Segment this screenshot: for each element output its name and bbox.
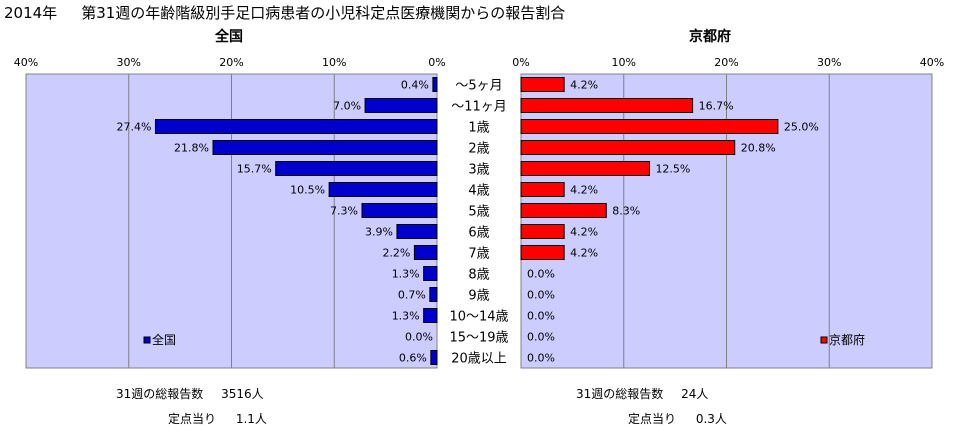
kyoto-tick-label: 30% <box>817 56 841 69</box>
national-data-label: 21.8% <box>174 142 209 155</box>
kyoto-data-label: 4.2% <box>570 226 598 239</box>
national-data-label: 7.0% <box>333 100 361 113</box>
national-total-label: 31週の総報告数 <box>116 387 204 401</box>
kyoto-data-label: 0.0% <box>527 352 555 365</box>
kyoto-total: 31週の総報告数 24人 <box>576 385 708 402</box>
kyoto-bar <box>520 161 650 176</box>
national-data-label: 7.3% <box>330 205 358 218</box>
kyoto-subtitle: 京都府 <box>689 29 731 45</box>
year-label: 2014年 <box>4 4 58 22</box>
kyoto-data-label: 12.5% <box>655 163 690 176</box>
national-tick-label: 20% <box>219 56 243 69</box>
category-label: 5歳 <box>468 205 489 220</box>
kyoto-per: 定点当り 0.3人 <box>628 410 727 427</box>
kyoto-legend-label: 京都府 <box>829 332 865 347</box>
national-legend-label: 全国 <box>152 332 176 347</box>
national-data-label: 10.5% <box>290 184 325 197</box>
kyoto-data-label: 16.7% <box>699 100 734 113</box>
kyoto-tick-label: 40% <box>920 56 944 69</box>
category-label: 6歳 <box>468 226 489 241</box>
kyoto-data-label: 0.0% <box>527 289 555 302</box>
national-bar <box>275 161 438 176</box>
kyoto-total-value: 24人 <box>681 387 709 401</box>
category-label: 15〜19歳 <box>449 331 508 346</box>
national-bar <box>430 350 438 365</box>
national-data-label: 0.7% <box>398 289 426 302</box>
national-plot: 40% 30% 20% 10% 0% 0.4% 7.0% 27.4% 21.8% 15.7% 10.… <box>14 56 446 369</box>
national-data-label: 2.2% <box>382 247 410 260</box>
kyoto-tick-label: 0% <box>512 56 529 69</box>
national-bar <box>423 266 438 281</box>
national-data-label: 15.7% <box>237 163 272 176</box>
national-tick-label: 10% <box>322 56 346 69</box>
chart-title: 2014年 第31週の年齢階級別手足口病患者の小児科定点医療機関からの報告割合 <box>4 2 565 23</box>
national-bar <box>361 203 438 218</box>
national-bar <box>212 140 438 155</box>
category-label: 〜5ヶ月 <box>455 79 502 94</box>
national-data-label: 0.0% <box>405 331 433 344</box>
national-tick-label: 0% <box>428 56 445 69</box>
category-label: 7歳 <box>468 247 489 262</box>
national-bar <box>364 98 438 113</box>
kyoto-bar <box>520 182 565 197</box>
national-per: 定点当り 1.1人 <box>168 410 267 427</box>
category-label: 3歳 <box>468 163 489 178</box>
kyoto-tick-label: 10% <box>612 56 636 69</box>
kyoto-bar <box>520 224 565 239</box>
category-label: 2歳 <box>468 142 489 157</box>
kyoto-bar <box>520 203 607 218</box>
national-bar <box>423 308 438 323</box>
kyoto-per-label: 定点当り <box>628 412 677 426</box>
national-total: 31週の総報告数 3516人 <box>116 385 264 402</box>
category-label: 20歳以上 <box>451 352 507 367</box>
national-bar <box>154 119 438 134</box>
category-label: 8歳 <box>468 268 489 283</box>
kyoto-data-label: 4.2% <box>570 79 598 92</box>
national-subtitle: 全国 <box>215 29 243 45</box>
national-data-label: 3.9% <box>365 226 393 239</box>
kyoto-bar <box>520 119 779 134</box>
kyoto-data-label: 0.0% <box>527 268 555 281</box>
national-per-label: 定点当り <box>168 412 217 426</box>
national-data-label: 0.4% <box>401 79 429 92</box>
kyoto-data-label: 4.2% <box>570 247 598 260</box>
national-bar <box>432 77 438 92</box>
national-bar <box>429 287 438 302</box>
kyoto-bar <box>520 98 694 113</box>
category-label: 4歳 <box>468 184 489 199</box>
kyoto-legend-swatch <box>820 336 828 344</box>
category-label: 9歳 <box>468 289 489 304</box>
national-data-label: 27.4% <box>117 121 152 134</box>
kyoto-plot: 0% 10% 20% 30% 40% 4.2% 16.7% 25.0% 20.8% 12.5% 4.… <box>512 56 944 369</box>
kyoto-data-label: 0.0% <box>527 310 555 323</box>
national-tick-label: 40% <box>14 56 38 69</box>
national-total-value: 3516人 <box>221 387 264 401</box>
national-bar <box>413 245 438 260</box>
national-data-label: 0.6% <box>399 352 427 365</box>
kyoto-tick-label: 20% <box>714 56 738 69</box>
national-data-label: 1.3% <box>392 310 420 323</box>
kyoto-total-label: 31週の総報告数 <box>576 387 664 401</box>
category-label: 〜11ヶ月 <box>451 100 507 115</box>
kyoto-data-label: 4.2% <box>570 184 598 197</box>
national-per-value: 1.1人 <box>235 412 267 426</box>
national-data-label: 1.3% <box>392 268 420 281</box>
national-bar <box>328 182 438 197</box>
kyoto-data-label: 25.0% <box>784 121 819 134</box>
kyoto-data-label: 20.8% <box>741 142 776 155</box>
kyoto-bar <box>520 140 736 155</box>
national-bar <box>396 224 438 239</box>
kyoto-data-label: 8.3% <box>612 205 640 218</box>
national-tick-label: 30% <box>117 56 141 69</box>
national-legend-swatch <box>143 336 151 344</box>
kyoto-per-value: 0.3人 <box>695 412 727 426</box>
kyoto-bar <box>520 77 565 92</box>
kyoto-bar <box>520 245 565 260</box>
category-label: 10〜14歳 <box>449 310 508 325</box>
kyoto-data-label: 0.0% <box>527 331 555 344</box>
category-label: 1歳 <box>468 121 489 136</box>
title-text: 第31週の年齢階級別手足口病患者の小児科定点医療機関からの報告割合 <box>81 4 566 22</box>
